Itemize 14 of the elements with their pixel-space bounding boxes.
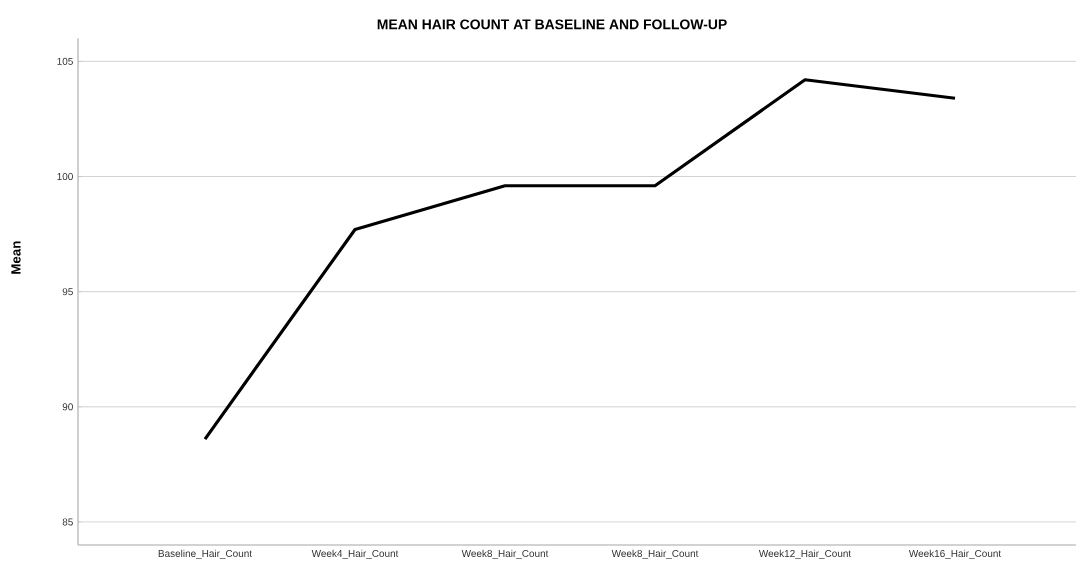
y-tick-label: 85 (62, 518, 73, 526)
chart-title: MEAN HAIR COUNT AT BASELINE AND FOLLOW-UP (377, 19, 727, 30)
x-tick-label: Week16_Hair_Count (908, 549, 1002, 559)
x-tick-label: Week8_Hair_Count (461, 549, 549, 559)
x-tick-label: Week8_Hair_Count (611, 549, 699, 559)
y-tick-label: 100 (57, 172, 73, 181)
x-tick-label: Week4_Hair_Count (311, 549, 399, 559)
x-tick-label: Week12_Hair_Count (758, 549, 852, 559)
x-tick-label: Baseline_Hair_Count (158, 549, 252, 559)
y-tick-label: 95 (62, 288, 73, 296)
y-tick-label: 90 (62, 403, 73, 411)
line-series (203, 78, 957, 441)
y-axis-title: Mean (11, 241, 21, 274)
y-tick-label: 105 (57, 57, 73, 65)
